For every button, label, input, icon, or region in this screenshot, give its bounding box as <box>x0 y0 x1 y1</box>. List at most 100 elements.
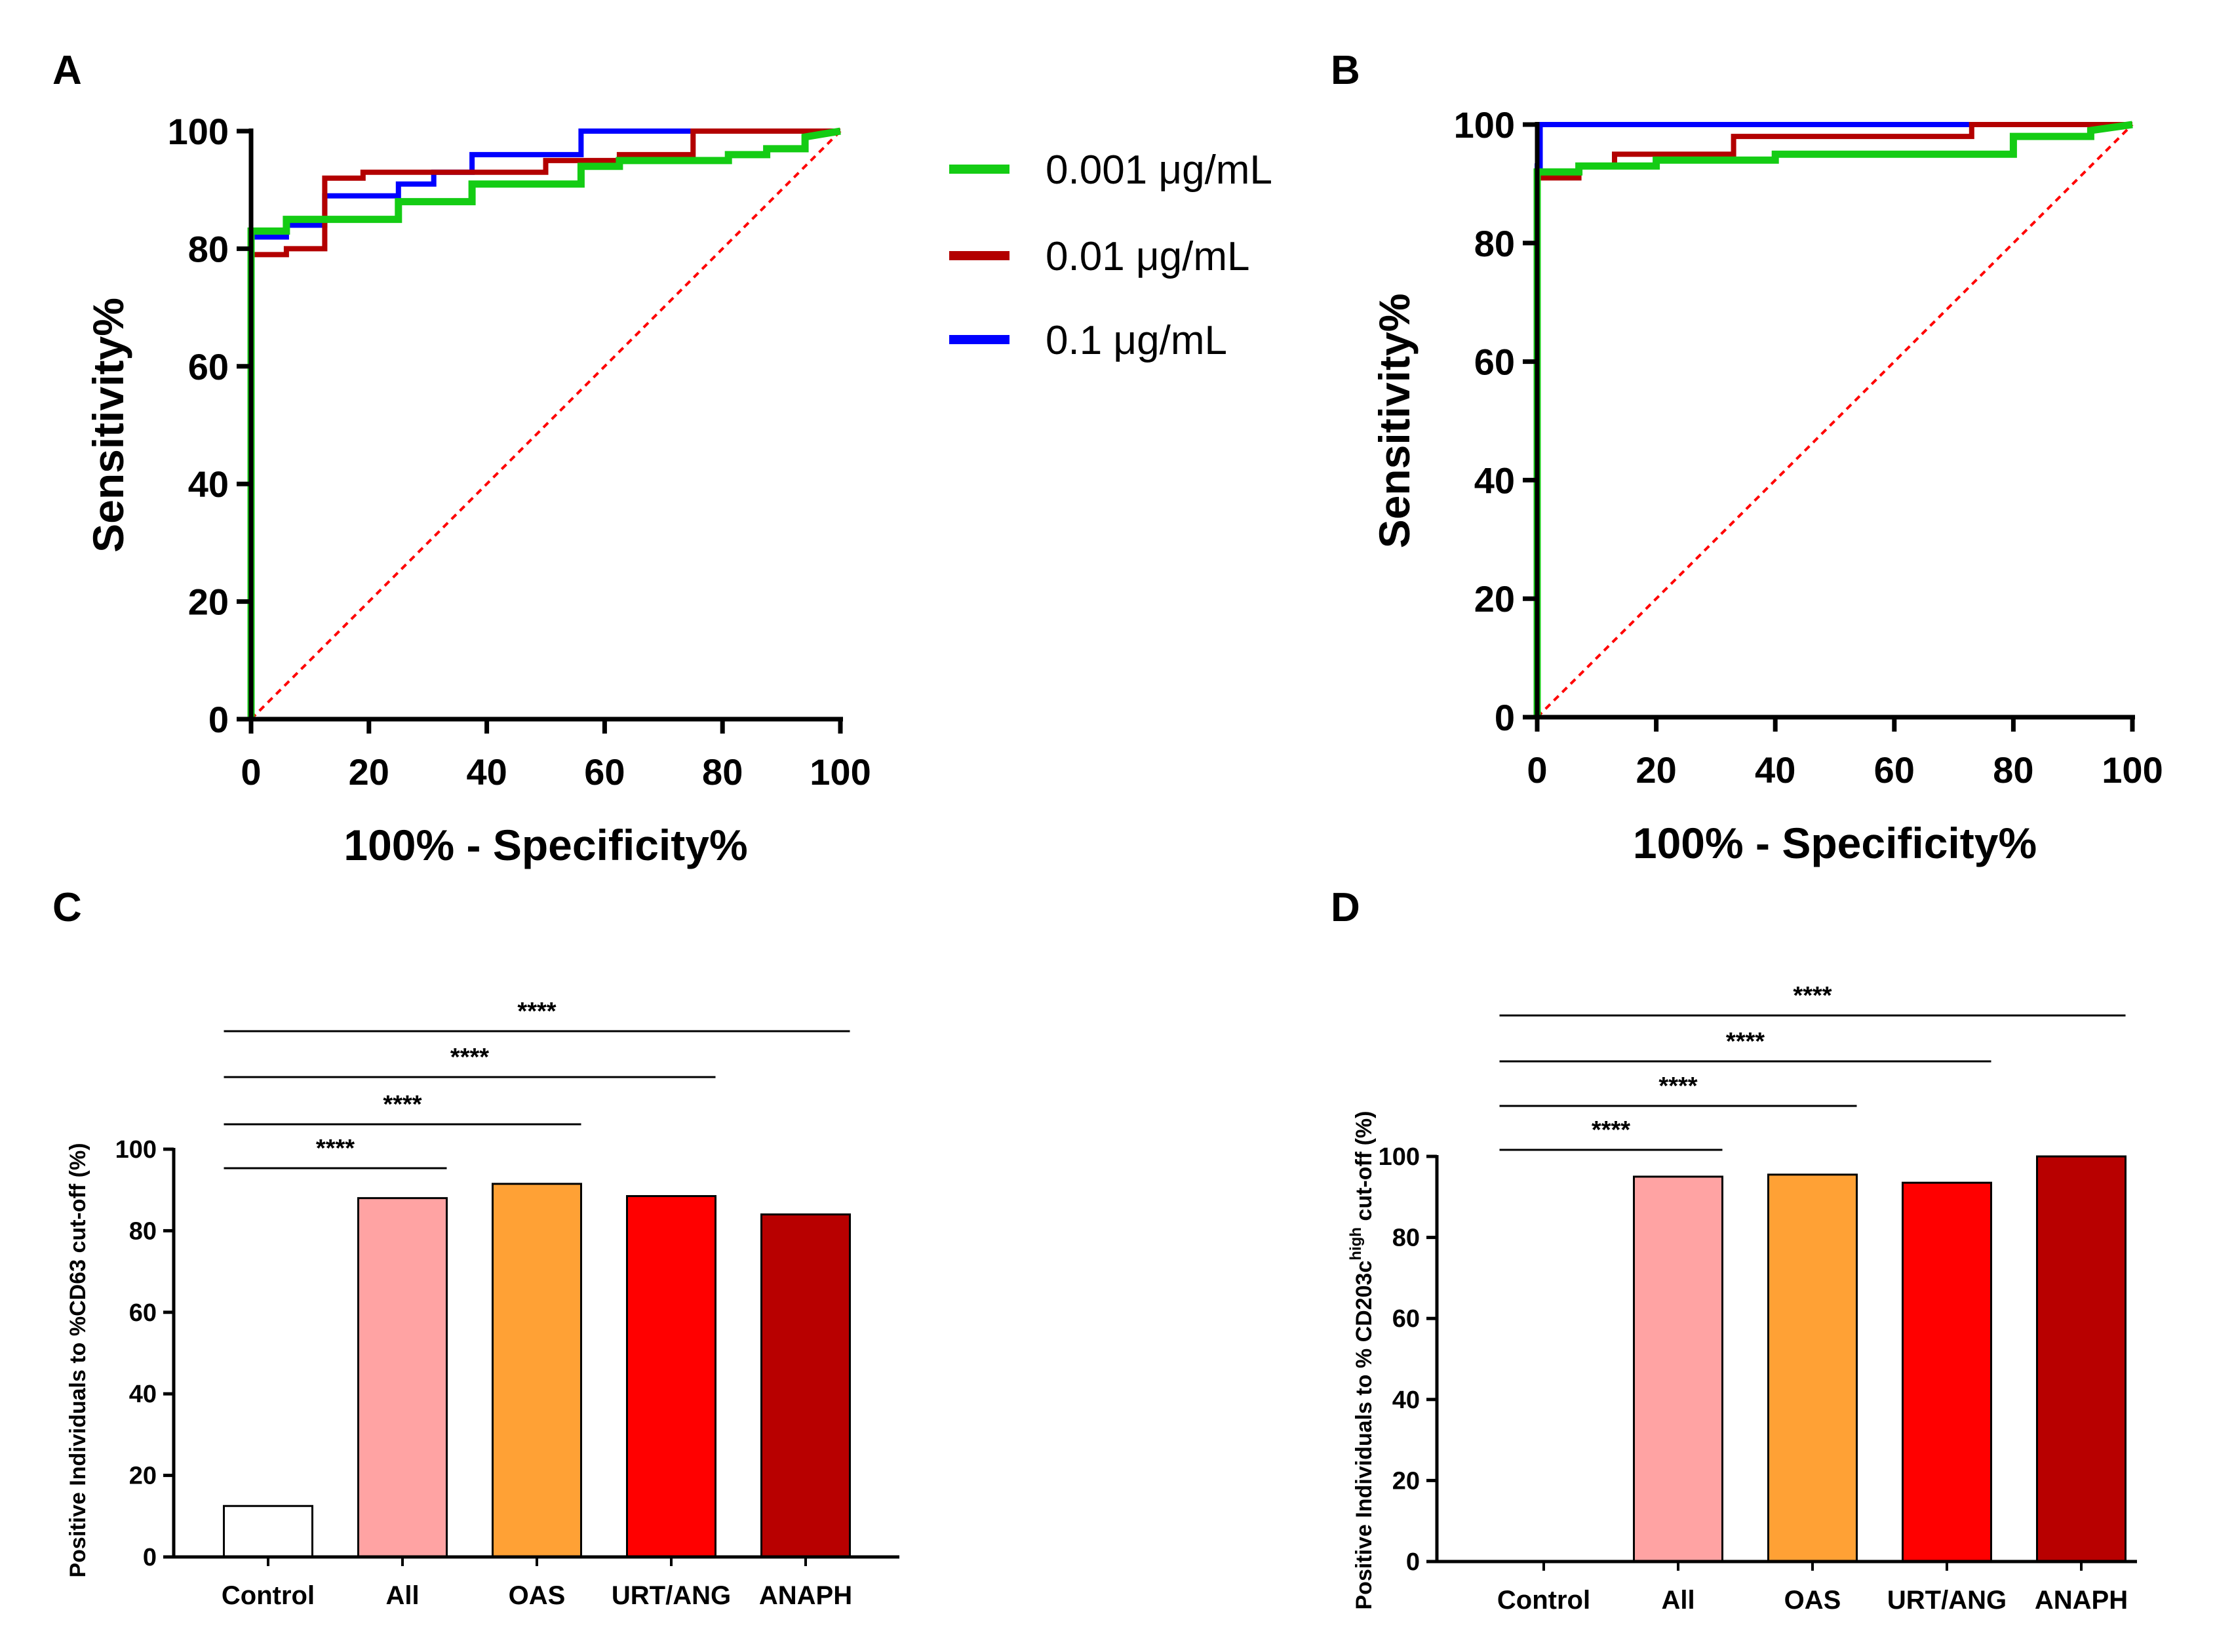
bar-urtang <box>626 1195 716 1558</box>
bar-control <box>223 1504 313 1558</box>
roc-a-y-axis-label: Sensitivity% <box>84 298 132 553</box>
bar-c-category-label: Control <box>222 1581 315 1610</box>
bar-all <box>1633 1175 1723 1563</box>
roc-series-green <box>1533 121 2133 717</box>
roc-b-ytick-label: 100 <box>1454 104 1515 146</box>
roc-a-xtick-label: 0 <box>241 751 261 793</box>
bar-c-category-label: ANAPH <box>759 1581 852 1610</box>
bar-d-ytick-label: 40 <box>1392 1386 1420 1414</box>
bar-d-ytick-label: 60 <box>1392 1305 1420 1333</box>
bar-chart-c: **** **** **** **** 0 20 40 60 80 100 Control All… <box>66 998 899 1610</box>
bar-d-category-label: OAS <box>1784 1586 1841 1615</box>
significance-label: **** <box>450 1044 489 1071</box>
legend-label-green: 0.001 μg/mL <box>1046 148 1272 193</box>
significance-label: **** <box>383 1091 421 1118</box>
roc-a-ytick-label: 100 <box>168 111 229 152</box>
bar-d-bars <box>1633 1155 2127 1563</box>
roc-b-plot <box>1533 121 2134 718</box>
bar-urtang <box>1902 1181 1992 1563</box>
roc-chart-a: 0 20 40 60 80 100 0 20 40 60 80 100 100% - Specifi… <box>84 111 871 869</box>
bar-d-category-label: URT/ANG <box>1887 1586 2007 1615</box>
roc-b-xtick-label: 100 <box>2102 749 2163 791</box>
significance-label: **** <box>316 1135 355 1162</box>
roc-b-ytick-label: 20 <box>1474 578 1515 620</box>
bar-c-tick-marks <box>163 1147 807 1566</box>
roc-a-ytick-label: 0 <box>208 699 229 740</box>
bar-c-bars <box>223 1183 851 1558</box>
bar-c-ytick-label: 100 <box>115 1136 157 1164</box>
significance-label: **** <box>1658 1072 1697 1100</box>
bar-d-significance: **** **** **** **** <box>1499 982 2126 1151</box>
bar-c-ytick-label: 80 <box>129 1217 157 1245</box>
significance-label: **** <box>1592 1116 1630 1144</box>
bar-anaph <box>760 1213 851 1558</box>
bar-all <box>357 1197 448 1558</box>
roc-a-ytick-label: 40 <box>188 463 229 505</box>
bar-d-ytick-label: 100 <box>1379 1143 1420 1171</box>
panel-letter-c: C <box>52 885 82 930</box>
roc-b-ytick-label: 60 <box>1474 342 1515 383</box>
bar-d-ytick-label: 0 <box>1406 1548 1420 1576</box>
roc-b-xtick-label: 60 <box>1874 749 1915 791</box>
roc-series-red <box>1535 122 2132 717</box>
roc-b-xtick-label: 80 <box>1993 749 2033 791</box>
significance-label: **** <box>1726 1028 1765 1055</box>
legend-label-red: 0.01 μg/mL <box>1046 234 1249 279</box>
roc-b-xtick-label: 0 <box>1527 749 1547 791</box>
bar-c-significance: **** **** **** **** <box>224 998 850 1170</box>
significance-label: **** <box>517 998 556 1025</box>
roc-a-ytick-label: 20 <box>188 581 229 623</box>
legend-label-blue: 0.1 μg/mL <box>1046 318 1227 363</box>
roc-b-y-axis-label: Sensitivity% <box>1370 294 1419 549</box>
bar-c-category-label: All <box>385 1581 419 1610</box>
bar-d-y-axis-label-suffix: cut-off (%) <box>1352 1111 1377 1228</box>
reference-line <box>250 130 842 720</box>
roc-a-xtick-label: 80 <box>702 751 743 793</box>
roc-chart-b: 0 20 40 60 80 100 0 20 40 60 80 100 100% - Specifi… <box>1370 104 2163 867</box>
roc-b-x-axis-label: 100% - Specificity% <box>1633 819 2037 867</box>
roc-series-green <box>247 127 841 719</box>
bar-d-y-axis-label-superscript: high <box>1347 1227 1365 1261</box>
roc-series-red <box>248 128 840 719</box>
bar-d-ytick-label: 80 <box>1392 1225 1420 1252</box>
bar-d-y-axis-label-main: Positive Individuals to % CD203c <box>1352 1261 1377 1610</box>
bar-d-category-label: All <box>1661 1586 1695 1615</box>
bar-anaph <box>2036 1155 2127 1563</box>
roc-b-tick-marks <box>1523 122 2135 732</box>
roc-a-xtick-label: 60 <box>584 751 625 793</box>
bar-d-category-label: Control <box>1497 1586 1590 1615</box>
roc-a-tick-marks <box>237 128 843 734</box>
bar-d-category-label: ANAPH <box>2035 1586 2128 1615</box>
bar-c-ytick-label: 60 <box>129 1299 157 1327</box>
roc-a-xtick-label: 20 <box>349 751 389 793</box>
bar-c-category-label: URT/ANG <box>612 1581 731 1610</box>
bar-c-ytick-label: 0 <box>143 1544 157 1571</box>
roc-a-x-axis-label: 100% - Specificity% <box>343 821 747 869</box>
roc-b-ytick-label: 40 <box>1474 460 1515 501</box>
roc-b-xtick-label: 40 <box>1755 749 1795 791</box>
roc-b-xtick-label: 20 <box>1636 749 1676 791</box>
roc-a-ytick-label: 80 <box>188 228 229 269</box>
bar-oas <box>492 1183 582 1558</box>
roc-b-ytick-label: 80 <box>1474 223 1515 264</box>
reference-line <box>1536 123 2134 718</box>
legend: 0.001 μg/mL 0.01 μg/mL 0.1 μg/mL <box>949 148 1272 363</box>
roc-a-plot <box>247 127 842 720</box>
roc-a-ytick-label: 60 <box>188 346 229 387</box>
bar-d-tick-marks <box>1426 1154 2083 1571</box>
bar-c-ytick-label: 40 <box>129 1381 157 1408</box>
roc-a-xtick-label: 100 <box>810 751 871 793</box>
bar-chart-d: **** **** **** **** 0 20 40 60 80 100 Control All… <box>1347 982 2137 1615</box>
bar-c-ytick-label: 20 <box>129 1463 157 1490</box>
panel-letter-a: A <box>52 48 82 93</box>
panel-letter-b: B <box>1331 48 1360 93</box>
bar-d-ytick-label: 20 <box>1392 1467 1420 1495</box>
panel-letter-d: D <box>1331 885 1360 930</box>
bar-c-category-label: OAS <box>509 1581 566 1610</box>
significance-label: **** <box>1793 982 1832 1010</box>
bar-d-y-axis-label: Positive Individuals to % CD203chigh cut… <box>1347 1111 1377 1610</box>
bar-oas <box>1767 1173 1858 1563</box>
bar-c-y-axis-label: Positive Individuals to %CD63 cut-off (%… <box>66 1143 90 1577</box>
roc-a-xtick-label: 40 <box>466 751 507 793</box>
roc-b-ytick-label: 0 <box>1495 697 1515 738</box>
